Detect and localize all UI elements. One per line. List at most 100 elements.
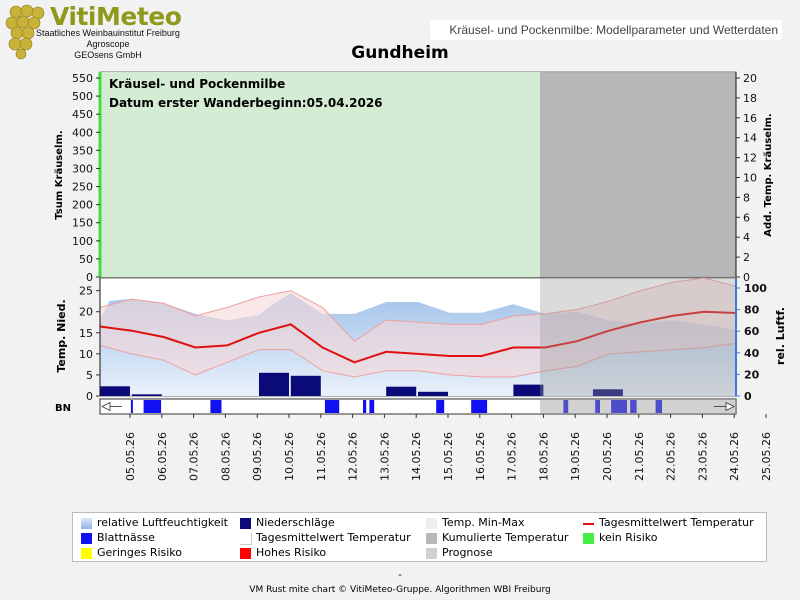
prognose-area-upper (540, 72, 736, 277)
legend-label: Niederschläge (256, 516, 335, 529)
legend-swatch (240, 533, 252, 545)
lower-left-tick-label: 0 (86, 390, 93, 403)
upper-right-tick-label: 6 (743, 211, 750, 224)
vitimeteo-logo: VitiMeteo Staatliches Weinbauinstitut Fr… (2, 2, 182, 64)
x-tick-label: 25.05.26 (760, 432, 773, 481)
temp-mean-line (99, 310, 737, 364)
logo-line-3: GEOsens GmbH (74, 50, 142, 60)
x-tick-label: 15.05.26 (442, 432, 455, 481)
grape-icon (5, 4, 45, 60)
legend-label: Prognose (442, 546, 493, 559)
legend-swatch (81, 533, 92, 544)
blattnaesse-bar (471, 400, 488, 413)
legend-swatch (240, 518, 251, 529)
legend-swatch (426, 548, 437, 559)
precipitation-bar (418, 391, 448, 396)
x-tick-label: 11.05.26 (315, 432, 328, 481)
legend-swatch (81, 518, 92, 529)
legend-label: Tagesmittelwert Temperatur (599, 516, 754, 529)
logo-title: VitiMeteo (50, 2, 182, 31)
upper-left-tick-label: 150 (72, 217, 93, 230)
legend-swatch (426, 518, 437, 529)
x-tick-label: 17.05.26 (506, 432, 519, 481)
blattnaesse-bar (436, 400, 445, 413)
upper-right-tick-label: 2 (743, 251, 750, 264)
x-tick-label: 20.05.26 (601, 432, 614, 481)
prognose-area-lower (540, 278, 736, 396)
x-tick-label: 06.05.26 (156, 432, 169, 481)
upper-right-tick-label: 16 (743, 112, 757, 125)
lower-left-tick-label: 20 (79, 306, 93, 319)
upper-right-tick-label: 18 (743, 92, 757, 105)
legend: relative Luftfeuchtigkeit Niederschläge … (72, 512, 767, 562)
blattnaesse-bar (611, 400, 627, 413)
blattnaesse-bar (369, 400, 375, 413)
lower-left-tick-label: 25 (79, 285, 93, 298)
upper-left-tick-label: 500 (72, 90, 93, 103)
lower-ylabel-left: Temp. Nied. (55, 299, 68, 372)
logo-line-1: Staatliches Weinbauinstitut Freiburg (36, 28, 180, 38)
blattnaesse-bar (563, 400, 569, 413)
upper-ylabel-right: Add. Temp. Kräuselm. (763, 113, 774, 236)
upper-left-tick-label: 200 (72, 199, 93, 212)
upper-left-tick-label: 250 (72, 181, 93, 194)
bn-label: BN (55, 403, 71, 414)
temp-max-line (99, 277, 737, 342)
upper-ylabel-left: Tsum Kräuselm. (54, 130, 65, 219)
upper-annotation-1: Kräusel- und Pockenmilbe (109, 77, 285, 91)
upper-left-tick-label: 350 (72, 144, 93, 157)
lower-left-tick-label: 10 (79, 348, 93, 361)
blattnaesse-bar (363, 400, 367, 413)
legend-label: relative Luftfeuchtigkeit (97, 516, 228, 529)
legend-label: Temp. Min-Max (442, 516, 525, 529)
blattnaesse-bar (210, 400, 222, 413)
upper-left-tick-label: 300 (72, 162, 93, 175)
x-tick-label: 09.05.26 (251, 432, 264, 481)
chart-svg: Kräusel- und Pockenmilbe Datum erster Wa… (54, 71, 787, 481)
lower-right-tick-label: 20 (744, 368, 760, 381)
bn-strip[interactable] (99, 398, 737, 415)
scroll-left-handle[interactable] (101, 401, 122, 412)
lower-right-tick-label: 80 (744, 304, 760, 317)
prognose-area-bn (540, 399, 736, 414)
x-tick-label: 07.05.26 (188, 432, 201, 481)
lower-left-tick-label: 5 (86, 369, 93, 382)
temp-minmax-band (100, 278, 736, 377)
legend-swatch (81, 548, 92, 559)
precipitation-bar (290, 375, 321, 396)
upper-right-tick-label: 14 (743, 132, 757, 145)
legend-swatch (583, 533, 594, 544)
upper-right-tick-label: 10 (743, 172, 757, 185)
x-tick-label: 18.05.26 (537, 432, 550, 481)
upper-right-tick-label: 4 (743, 231, 750, 244)
x-tick-label: 14.05.26 (410, 432, 423, 481)
x-tick-label: 16.05.26 (474, 432, 487, 481)
station-title: Gundheim (351, 43, 449, 63)
blattnaesse-bar (595, 400, 600, 413)
legend-label: Kumulierte Temperatur (442, 531, 569, 544)
upper-right-tick-label: 8 (743, 191, 750, 204)
blattnaesse-bar (324, 400, 340, 413)
lower-ylabel-right: rel. Luftf. (774, 307, 787, 365)
page-title: Kräusel- und Pockenmilbe: Modellparamete… (430, 20, 782, 40)
upper-annotation-2: Datum erster Wanderbeginn:05.04.2026 (109, 96, 383, 110)
upper-left-tick-label: 50 (79, 253, 93, 266)
legend-label: Hohes Risiko (256, 546, 327, 559)
x-tick-label: 13.05.26 (378, 432, 391, 481)
lower-right-tick-label: 40 (744, 347, 760, 360)
upper-right-tick-label: 20 (743, 72, 757, 85)
legend-label: kein Risiko (599, 531, 658, 544)
precipitation-bar (386, 386, 417, 396)
footer-credit: VM Rust mite chart © VitiMeteo-Gruppe. A… (249, 585, 551, 595)
lower-right-tick-label: 100 (744, 282, 767, 295)
precipitation-bar (259, 372, 289, 396)
scroll-right-handle[interactable] (714, 401, 735, 412)
upper-left-tick-label: 0 (86, 271, 93, 284)
upper-left-tick-label: 400 (72, 126, 93, 139)
x-tick-label: 08.05.26 (219, 432, 232, 481)
upper-right-tick-label: 12 (743, 152, 757, 165)
x-tick-label: 05.05.26 (124, 432, 137, 481)
blattnaesse-bar (630, 400, 637, 413)
precipitation-bar (513, 384, 544, 396)
